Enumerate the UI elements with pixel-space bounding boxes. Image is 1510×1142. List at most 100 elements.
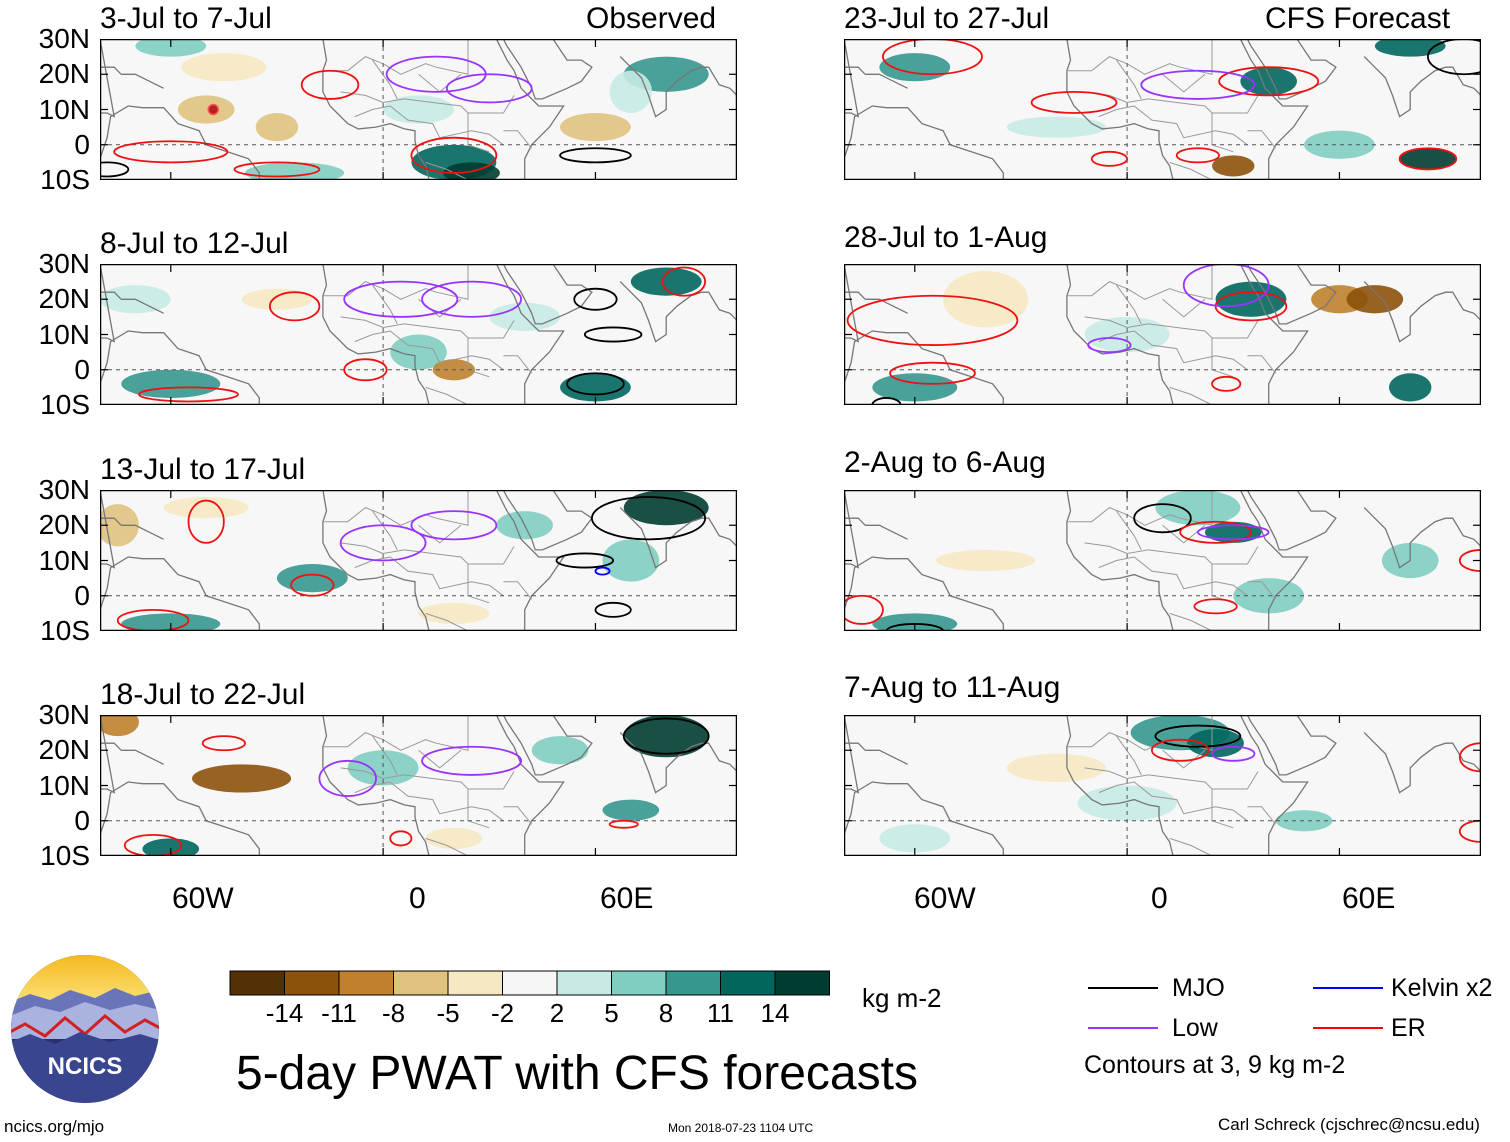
mjo-contour <box>566 372 625 396</box>
coastline <box>1066 490 1174 631</box>
country-border <box>354 556 504 597</box>
coastline <box>619 732 737 794</box>
pwat-anomaly-shade <box>943 271 1029 328</box>
er-contour <box>187 499 225 544</box>
country-border <box>322 715 469 751</box>
coastline <box>1363 507 1481 569</box>
country-border <box>322 39 469 75</box>
country-border <box>418 73 462 93</box>
country-border <box>340 91 515 114</box>
country-border <box>354 330 504 371</box>
footer-author: Carl Schreck (cjschrec@ncsu.edu) <box>1218 1115 1480 1134</box>
colorbar-swatch <box>774 970 830 996</box>
country-border <box>1116 284 1142 325</box>
pwat-anomaly-shade <box>560 373 631 402</box>
coastline <box>1363 732 1481 794</box>
pwat-anomaly-shade <box>1006 116 1106 138</box>
legend-low-label: Low <box>1172 1014 1218 1042</box>
colorbar-tick-label: -2 <box>490 998 515 1028</box>
low-contour <box>1182 264 1270 308</box>
x-tick-label: 60E <box>600 882 654 915</box>
country-border <box>503 355 533 374</box>
y-tick-label: 20N <box>38 58 90 90</box>
er-contour <box>1398 147 1458 171</box>
map-panel <box>844 715 1481 856</box>
coastline <box>844 66 866 75</box>
pwat-anomaly-shade <box>602 799 660 821</box>
colorbar-tick-label: -8 <box>381 998 406 1028</box>
low-contour <box>1087 337 1132 354</box>
er-contour <box>1458 819 1481 843</box>
pwat-anomaly-shade <box>425 827 483 849</box>
pwat-anomaly-shade <box>1240 67 1297 96</box>
y-tick-label: 30N <box>38 248 90 279</box>
country-border <box>1066 39 1213 75</box>
pwat-anomaly-shade <box>241 288 313 310</box>
x-tick-label: 60W <box>172 882 234 915</box>
er-contour <box>1030 90 1118 114</box>
pwat-anomaly-shade <box>135 39 207 57</box>
er-contour <box>1090 150 1129 167</box>
pwat-anomaly-shade <box>602 539 660 582</box>
country-border <box>418 524 462 544</box>
low-contour <box>318 759 377 797</box>
colorbar-tick-label: -14 <box>265 998 304 1028</box>
colorbar-tick-label: 2 <box>549 998 565 1028</box>
er-contour <box>300 69 360 100</box>
low-contour <box>1140 69 1256 100</box>
coastline <box>100 291 122 300</box>
coastline <box>865 749 908 765</box>
mjo-contour <box>591 496 707 541</box>
country-border <box>1162 749 1206 769</box>
legend-note: Contours at 3, 9 kg m-2 <box>1084 1051 1346 1079</box>
coastline <box>844 330 1004 405</box>
country-border <box>354 781 504 822</box>
country-border <box>1066 715 1213 751</box>
coastline <box>1239 715 1309 856</box>
country-border <box>372 510 398 551</box>
pwat-anomaly-shade <box>1399 148 1457 170</box>
colorbar-tick-label: -11 <box>321 998 357 1028</box>
coastline <box>100 781 260 856</box>
pwat-anomaly-shade <box>609 70 653 114</box>
map-panel <box>100 715 737 856</box>
country-border <box>1084 91 1259 114</box>
coastline <box>1239 264 1309 405</box>
country-border <box>1247 130 1277 149</box>
er-contour <box>116 608 190 631</box>
colorbar-swatch <box>338 970 394 996</box>
er-contour <box>1218 66 1320 97</box>
country-border <box>1098 781 1248 822</box>
country-border <box>340 767 515 790</box>
mjo-contour <box>1427 39 1481 76</box>
pwat-anomaly-shade <box>531 736 589 765</box>
coastline <box>100 490 116 569</box>
country-border <box>1098 556 1248 597</box>
er-contour <box>233 161 321 178</box>
er-contour <box>138 386 239 403</box>
country-border <box>425 161 469 180</box>
low-contour <box>445 73 533 104</box>
low-contour <box>1196 524 1270 541</box>
footer-url[interactable]: ncics.org/mjo <box>4 1117 105 1136</box>
pwat-anomaly-shade <box>245 162 345 180</box>
forecast-label: CFS Forecast <box>1265 2 1451 35</box>
country-border <box>1247 806 1277 825</box>
country-border <box>372 735 398 776</box>
mjo-contour <box>1154 724 1242 748</box>
country-border <box>1084 542 1259 565</box>
er-contour <box>113 140 229 164</box>
colorbar-swatch <box>393 970 449 996</box>
country-border <box>1084 767 1259 790</box>
colorbar <box>229 970 831 1001</box>
mjo-contour <box>1133 503 1192 534</box>
y-tick-label: 20N <box>38 734 90 766</box>
country-border <box>1162 73 1206 93</box>
x-tick-label: 60E <box>1342 882 1396 915</box>
coastline <box>322 490 430 631</box>
pwat-anomaly-shade <box>383 95 454 124</box>
map-panel <box>100 264 737 405</box>
er-contour <box>268 291 321 322</box>
coastline <box>619 56 737 118</box>
er-contour <box>882 39 983 76</box>
